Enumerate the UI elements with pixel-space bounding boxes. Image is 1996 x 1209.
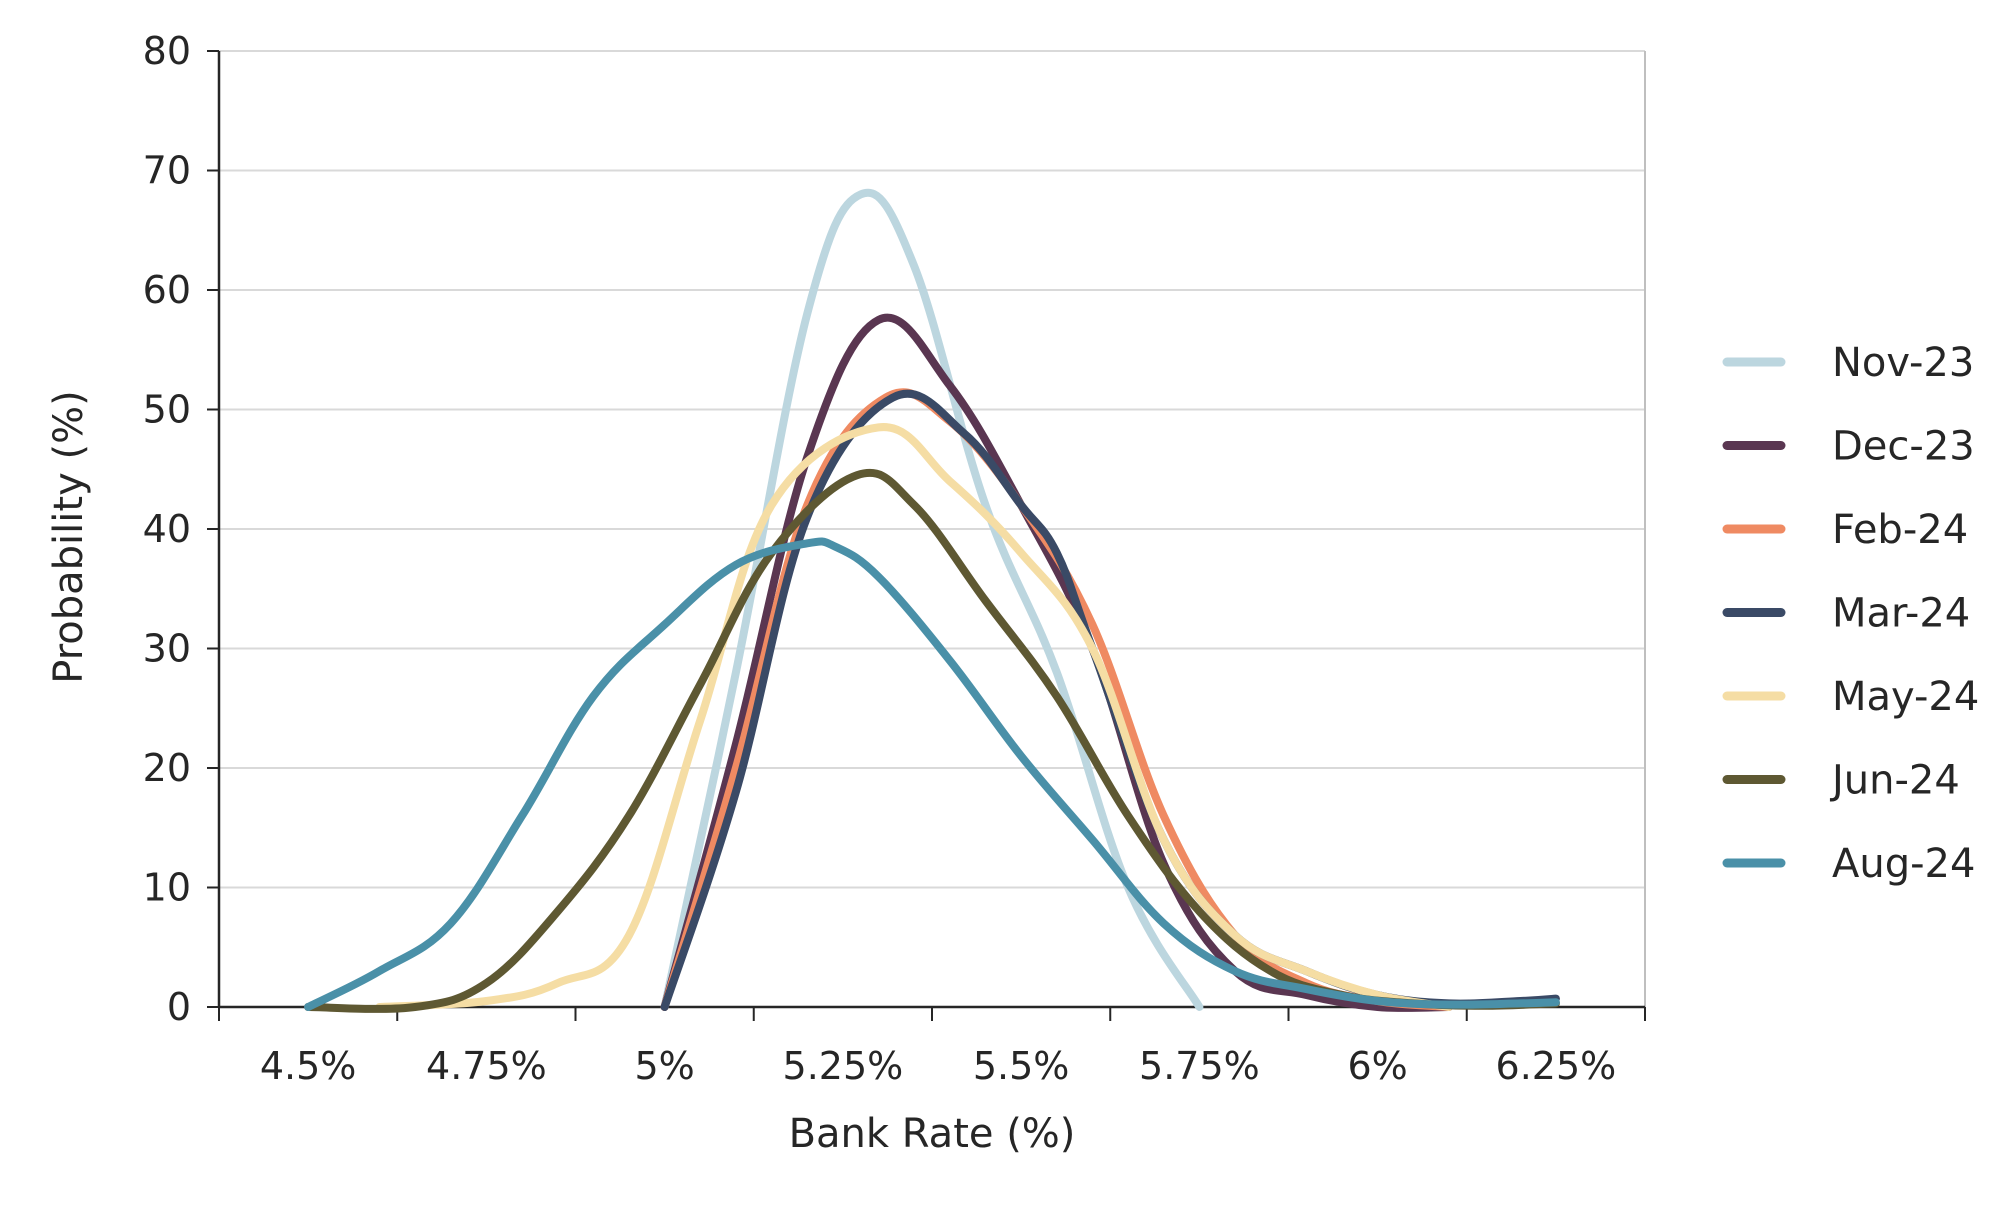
y-tick-label: 50 (143, 388, 191, 432)
x-tick-label: 6% (1347, 1044, 1407, 1088)
y-tick-label: 0 (167, 985, 191, 1029)
y-tick-label: 10 (143, 866, 191, 910)
legend-label: Mar-24 (1832, 591, 1970, 637)
legend: Nov-23 Dec-23 Feb-24 Mar-24 May-24 Jun-24 Aug-… (1722, 340, 1979, 887)
x-tick-label: 5% (634, 1044, 694, 1088)
y-tick-label: 40 (143, 507, 191, 551)
legend-label: May-24 (1832, 674, 1979, 720)
y-tick-label: 20 (143, 746, 191, 790)
x-tick-label: 4.5% (260, 1044, 357, 1088)
y-tick-label: 60 (143, 268, 191, 312)
y-axis-title: Probability (%) (46, 390, 92, 683)
x-tick-label: 4.75% (426, 1044, 547, 1088)
x-tick-label: 5.25% (783, 1044, 904, 1088)
series-line-may-24 (375, 423, 1453, 1011)
legend-label: Nov-23 (1832, 340, 1974, 386)
x-axis-title: Bank Rate (%) (789, 1111, 1076, 1157)
tick-labels: 0 10 20 30 40 50 60 70 80 4.5% 4.75% 5% 5.25% 5.5% 5.7… (143, 29, 1617, 1088)
x-tick-label: 6.25% (1496, 1044, 1617, 1088)
y-tick-label: 70 (143, 149, 191, 193)
legend-label: Jun-24 (1829, 758, 1960, 804)
legend-label: Feb-24 (1832, 507, 1968, 553)
x-tick-label: 5.5% (973, 1044, 1070, 1088)
legend-label: Dec-23 (1832, 424, 1975, 470)
series-line-aug-24 (304, 537, 1560, 1011)
series-layer (304, 188, 1560, 1013)
y-tick-label: 30 (143, 627, 191, 671)
y-tick-label: 80 (143, 29, 191, 73)
x-tick-label: 5.75% (1139, 1044, 1260, 1088)
legend-label: Aug-24 (1832, 841, 1975, 887)
gridlines (219, 50, 1646, 1007)
series-line-nov-23 (660, 188, 1204, 1011)
